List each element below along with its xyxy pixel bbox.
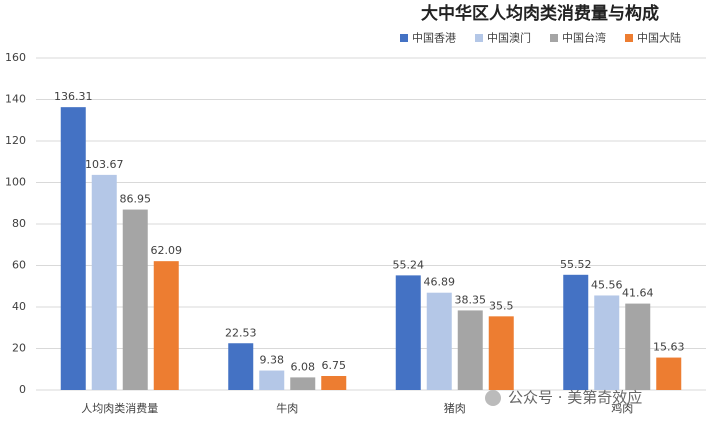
x-tick-label: 人均肉类消费量 xyxy=(81,401,158,415)
bar xyxy=(290,377,316,390)
bar xyxy=(563,274,589,390)
y-tick-label: 0 xyxy=(19,383,26,396)
value-label: 103.67 xyxy=(85,158,124,171)
bar xyxy=(656,357,682,390)
watermark-group: 公众号 · 美第奇效应 xyxy=(485,389,642,407)
y-tick-label: 140 xyxy=(5,93,26,106)
value-label: 6.75 xyxy=(322,359,347,372)
value-label: 38.35 xyxy=(455,293,487,306)
value-label: 86.95 xyxy=(120,193,152,206)
bar xyxy=(426,292,452,390)
bar xyxy=(321,375,347,390)
value-label: 46.89 xyxy=(424,276,456,289)
legend-swatch xyxy=(400,34,408,42)
legend-swatch xyxy=(625,34,633,42)
legend-label: 中国大陆 xyxy=(637,31,681,45)
bar xyxy=(91,174,117,390)
y-tick-label: 80 xyxy=(12,217,26,230)
x-tick-label: 牛肉 xyxy=(276,401,298,415)
value-label: 9.38 xyxy=(260,354,285,367)
value-label: 15.63 xyxy=(653,341,685,354)
bar xyxy=(60,107,86,391)
value-label: 136.31 xyxy=(54,90,93,103)
bar xyxy=(395,275,421,390)
y-tick-label: 120 xyxy=(5,134,26,147)
value-label: 45.56 xyxy=(591,278,623,291)
value-label: 6.08 xyxy=(291,360,316,373)
bar xyxy=(625,303,651,390)
y-tick-label: 40 xyxy=(12,300,26,313)
y-tick-label: 160 xyxy=(5,51,26,64)
y-tick-label: 100 xyxy=(5,176,26,189)
value-label: 62.09 xyxy=(151,244,183,257)
value-label: 55.52 xyxy=(560,258,592,271)
value-label: 22.53 xyxy=(225,326,257,339)
x-tick-label: 猪肉 xyxy=(444,402,466,415)
value-label: 35.5 xyxy=(489,299,514,312)
legend-swatch xyxy=(475,34,483,42)
legend-label: 中国澳门 xyxy=(487,31,531,45)
y-tick-label: 20 xyxy=(12,342,26,355)
bar xyxy=(228,343,254,390)
legend-swatch xyxy=(550,34,558,42)
chart-title: 大中华区人均肉类消费量与构成 xyxy=(421,3,659,24)
bar xyxy=(488,316,514,390)
value-label: 41.64 xyxy=(622,287,654,300)
y-tick-label: 60 xyxy=(12,259,26,272)
legend-label: 中国台湾 xyxy=(562,31,606,45)
value-label: 55.24 xyxy=(393,258,425,271)
bar xyxy=(259,370,285,390)
x-tick-label: 鸡肉 xyxy=(611,401,633,415)
watermark-icon xyxy=(485,390,501,406)
bar xyxy=(457,310,483,390)
watermark: 公众号 · 美第奇效应 xyxy=(508,389,642,407)
bar xyxy=(122,209,148,390)
legend-label: 中国香港 xyxy=(412,32,456,45)
bar xyxy=(153,261,179,390)
bar xyxy=(594,295,620,390)
